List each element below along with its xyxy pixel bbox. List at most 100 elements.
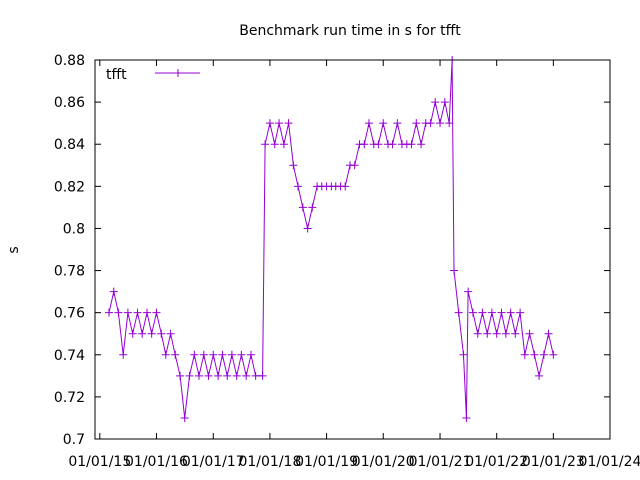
data-point — [520, 350, 529, 359]
data-point — [261, 140, 270, 149]
data-point — [218, 350, 227, 359]
data-point — [185, 371, 194, 380]
data-point — [214, 371, 223, 380]
x-tick-label: 01/01/22 — [465, 454, 528, 470]
data-point — [468, 308, 477, 317]
data-point — [450, 266, 459, 275]
data-point — [530, 350, 539, 359]
data-point — [544, 329, 553, 338]
data-point — [341, 182, 350, 191]
data-point — [190, 350, 199, 359]
data-point — [516, 308, 525, 317]
data-point — [436, 119, 445, 128]
data-point — [223, 371, 232, 380]
data-point — [251, 371, 260, 380]
data-point — [289, 161, 298, 170]
data-point — [478, 308, 487, 317]
x-tick-label: 01/01/20 — [352, 454, 415, 470]
data-point — [535, 371, 544, 380]
data-point — [308, 203, 317, 212]
data-point — [152, 308, 161, 317]
data-point — [258, 371, 267, 380]
data-point — [487, 308, 496, 317]
chart-title: Benchmark run time in s for tfft — [239, 23, 461, 39]
data-point — [473, 329, 482, 338]
data-point — [270, 140, 279, 149]
data-point — [275, 119, 284, 128]
data-point — [204, 371, 213, 380]
data-point — [246, 350, 255, 359]
x-tick-label: 01/01/17 — [182, 454, 245, 470]
data-point — [497, 308, 506, 317]
data-point — [114, 308, 123, 317]
y-tick-label: 0.82 — [54, 179, 85, 195]
y-tick-label: 0.78 — [54, 264, 85, 280]
data-point — [209, 350, 218, 359]
data-point — [412, 119, 421, 128]
data-point — [426, 119, 435, 128]
data-point — [232, 371, 241, 380]
y-tick-label: 0.74 — [54, 348, 85, 364]
data-point — [511, 329, 520, 338]
x-tick-label: 01/01/24 — [579, 454, 640, 470]
data-point — [431, 98, 440, 107]
data-point — [109, 287, 118, 296]
y-tick-label: 0.86 — [54, 95, 85, 111]
y-tick-label: 0.7 — [63, 432, 85, 448]
data-point — [379, 119, 388, 128]
y-tick-label: 0.84 — [54, 137, 85, 153]
data-point — [199, 350, 208, 359]
data-point — [147, 329, 156, 338]
data-point — [525, 329, 534, 338]
data-point — [242, 371, 251, 380]
x-tick-label: 01/01/19 — [295, 454, 358, 470]
x-tick-label: 01/01/23 — [522, 454, 585, 470]
legend: tfft — [106, 67, 200, 83]
data-point — [294, 182, 303, 191]
data-point — [360, 140, 369, 149]
data-point — [157, 329, 166, 338]
data-point — [364, 119, 373, 128]
y-tick-label: 0.72 — [54, 390, 85, 406]
data-point — [374, 140, 383, 149]
y-axis-label: s — [6, 246, 22, 253]
data-point — [445, 119, 454, 128]
data-point — [119, 350, 128, 359]
data-point — [194, 371, 203, 380]
plot-frame — [94, 59, 611, 440]
data-point — [462, 413, 471, 422]
data-point — [492, 329, 501, 338]
data-point — [549, 350, 558, 359]
data-point — [393, 119, 402, 128]
data-point — [138, 329, 147, 338]
data-point — [161, 350, 170, 359]
x-tick-label: 01/01/16 — [125, 454, 188, 470]
data-point — [142, 308, 151, 317]
data-point — [539, 350, 548, 359]
data-point — [388, 140, 397, 149]
y-tick-label: 0.76 — [54, 306, 85, 322]
data-point — [407, 140, 416, 149]
series-group — [104, 56, 558, 422]
legend-marker — [174, 69, 182, 77]
data-point — [180, 413, 189, 422]
x-tick-label: 01/01/21 — [409, 454, 472, 470]
data-point — [171, 350, 180, 359]
data-point — [284, 119, 293, 128]
data-point — [501, 329, 510, 338]
data-point — [166, 329, 175, 338]
data-point — [506, 308, 515, 317]
data-point — [265, 119, 274, 128]
x-tick-label: 01/01/18 — [238, 454, 301, 470]
x-tick-label: 01/01/15 — [68, 454, 131, 470]
y-tick-marks: 0.7 0.72 0.74 0.76 0.78 0.8 0.82 0.84 0.86 0.88 — [54, 53, 610, 448]
y-tick-label: 0.88 — [54, 53, 85, 69]
data-point — [454, 308, 463, 317]
legend-label: tfft — [106, 67, 127, 83]
data-point — [440, 98, 449, 107]
series-line — [108, 59, 554, 418]
data-point — [459, 350, 468, 359]
data-point — [303, 224, 312, 233]
data-point — [464, 287, 473, 296]
